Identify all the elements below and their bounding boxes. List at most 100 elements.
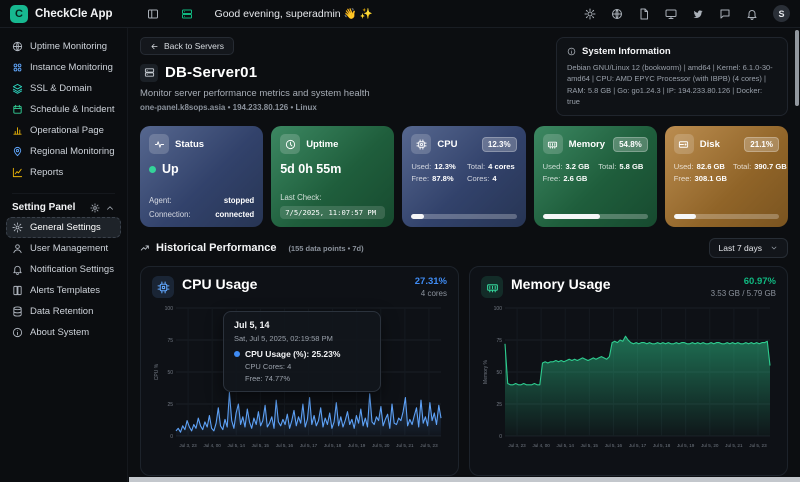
docs-icon[interactable] [638, 8, 650, 20]
sidebar-item-user-management[interactable]: User Management [6, 238, 121, 259]
history-subtitle: (155 data points • 7d) [288, 243, 364, 253]
twitter-icon[interactable] [692, 8, 704, 20]
notifications-icon[interactable] [746, 8, 758, 20]
cpu-current-value: 27.31% [414, 276, 447, 287]
agent-label: Agent: [149, 196, 172, 205]
svg-text:CPU %: CPU % [154, 363, 160, 380]
vertical-scrollbar[interactable] [795, 30, 799, 106]
sidebar-item-alerts-templates[interactable]: Alerts Templates [6, 280, 121, 301]
memory-current-value: 60.97% [743, 276, 776, 287]
memory-icon [481, 276, 503, 298]
memory-progress-bar [542, 214, 648, 219]
memory-chart-plot[interactable]: 0 25 50 75 100 Jul 3, 23 Jul 4, 00 Jul 5, 14 Jul… [481, 302, 776, 466]
svg-text:75: 75 [167, 338, 173, 344]
memory-chart-title: Memory Usage [511, 276, 611, 292]
svg-text:Jul 3, 23: Jul 3, 23 [179, 443, 197, 448]
tooltip-cores: CPU Cores: 4 [245, 362, 292, 371]
svg-text:Jul 3, 23: Jul 3, 23 [508, 443, 526, 448]
svg-text:25: 25 [496, 402, 502, 408]
memory-total-label: Total: [598, 162, 617, 171]
connection-label: Connection: [149, 210, 191, 219]
sidebar-item-reports[interactable]: Reports [6, 162, 121, 183]
svg-text:Jul 5, 15: Jul 5, 15 [252, 443, 270, 448]
cpu-total-value: 4 cores [488, 162, 515, 171]
memory-usage-chart[interactable]: 0 25 50 75 100 Jul 3, 23 Jul 4, 00 Jul 5, 14 Jul… [481, 302, 776, 450]
disk-free-label: Free: [673, 174, 692, 183]
cpu-card: CPU 12.3% Used: 12.3% Total: 4 cores Free:… [402, 126, 526, 227]
horizontal-scrollbar[interactable] [129, 477, 800, 482]
language-icon[interactable] [611, 8, 623, 20]
status-card: Status Up Agent: stopped Connection: conne… [140, 126, 264, 227]
trending-up-icon [140, 243, 150, 253]
arrow-left-icon [150, 42, 159, 51]
disk-icon [673, 134, 694, 154]
tooltip-free: Free: 74.77% [245, 374, 291, 383]
sidebar-item-label: General Settings [30, 222, 101, 233]
svg-text:Jul 4, 00: Jul 4, 00 [532, 443, 550, 448]
cpu-free-label: Free: [411, 174, 430, 183]
cpu-used-label: Used: [411, 162, 432, 171]
disk-card-label: Disk [699, 138, 720, 150]
sidebar-item-label: Alerts Templates [30, 285, 101, 296]
server-status-icon[interactable] [181, 8, 193, 20]
svg-text:Memory %: Memory % [483, 360, 489, 384]
svg-text:50: 50 [167, 370, 173, 376]
memory-card-label: Memory [568, 138, 606, 150]
sidebar-item-data-retention[interactable]: Data Retention [6, 301, 121, 322]
sidebar-item-instance-monitoring[interactable]: Instance Monitoring [6, 57, 121, 78]
sidebar-item-regional-monitoring[interactable]: Regional Monitoring [6, 141, 121, 162]
setting-panel-label: Setting Panel [12, 202, 76, 213]
feedback-icon[interactable] [719, 8, 731, 20]
back-to-servers-button[interactable]: Back to Servers [140, 37, 234, 55]
book-icon [12, 285, 23, 296]
status-value: Up [162, 162, 179, 176]
sidebar-item-general-settings[interactable]: General Settings [6, 217, 121, 238]
sidebar-item-about-system[interactable]: About System [6, 322, 121, 343]
svg-text:Jul 5, 14: Jul 5, 14 [557, 443, 575, 448]
info-icon [12, 327, 23, 338]
svg-text:Jul 5, 17: Jul 5, 17 [629, 443, 647, 448]
sidebar-item-notification-settings[interactable]: Notification Settings [6, 259, 121, 280]
svg-text:Jul 5, 23: Jul 5, 23 [420, 443, 438, 448]
setting-panel-header[interactable]: Setting Panel [12, 193, 115, 213]
sidebar-toggle-icon[interactable] [147, 8, 159, 20]
agent-value: stopped [223, 196, 255, 205]
cpu-used-value: 12.3% [434, 162, 456, 171]
sidebar-item-operational-page[interactable]: Operational Page [6, 120, 121, 141]
activity-icon [149, 134, 169, 154]
cpu-card-label: CPU [437, 138, 458, 150]
svg-text:0: 0 [499, 434, 502, 440]
tooltip-title: Jul 5, 14 [234, 320, 270, 330]
sidebar-item-label: Data Retention [30, 306, 94, 317]
last-check-value: 7/5/2025, 11:07:57 PM [280, 206, 386, 219]
screen-share-icon[interactable] [665, 8, 677, 20]
info-icon [567, 47, 576, 56]
server-meta: one-panel.k8sops.asia • 194.233.80.126 •… [140, 102, 317, 112]
uptime-card-label: Uptime [306, 138, 339, 150]
svg-text:Jul 5, 23: Jul 5, 23 [749, 443, 767, 448]
greeting-text: Good evening, superadmin 👋 ✨ [214, 8, 373, 20]
svg-text:Jul 5, 16: Jul 5, 16 [276, 443, 294, 448]
cpu-cores-label: Cores: [466, 174, 490, 183]
clock-icon [280, 134, 301, 154]
svg-text:Jul 5, 14: Jul 5, 14 [228, 443, 246, 448]
sidebar-item-ssl-domain[interactable]: SSL & Domain [6, 78, 121, 99]
sidebar-item-uptime-monitoring[interactable]: Uptime Monitoring [6, 36, 121, 57]
user-icon [12, 243, 23, 254]
svg-text:Jul 5, 17: Jul 5, 17 [300, 443, 318, 448]
svg-text:100: 100 [494, 306, 503, 312]
theme-toggle-icon[interactable] [584, 8, 596, 20]
time-range-dropdown[interactable]: Last 7 days [708, 238, 788, 258]
sidebar-item-schedule-incident[interactable]: Schedule & Incident [6, 99, 121, 120]
user-avatar[interactable]: S [773, 5, 790, 22]
nodes-icon [12, 62, 23, 73]
connection-value: connected [215, 210, 255, 219]
cpu-percent-badge: 12.3% [481, 136, 517, 152]
series-dot [234, 351, 240, 357]
memory-card: Memory 54.8% Used: 3.2 GB Total: 5.8 GB Fr… [533, 126, 657, 227]
page-subtitle: Monitor server performance metrics and s… [140, 87, 370, 99]
disk-used-label: Used: [673, 162, 694, 171]
system-info-details: Debian GNU/Linux 12 (bookworm) | amd64 |… [567, 63, 773, 106]
sidebar-item-label: Reports [30, 167, 64, 178]
system-information-card: System Information Debian GNU/Linux 12 (… [556, 37, 788, 116]
